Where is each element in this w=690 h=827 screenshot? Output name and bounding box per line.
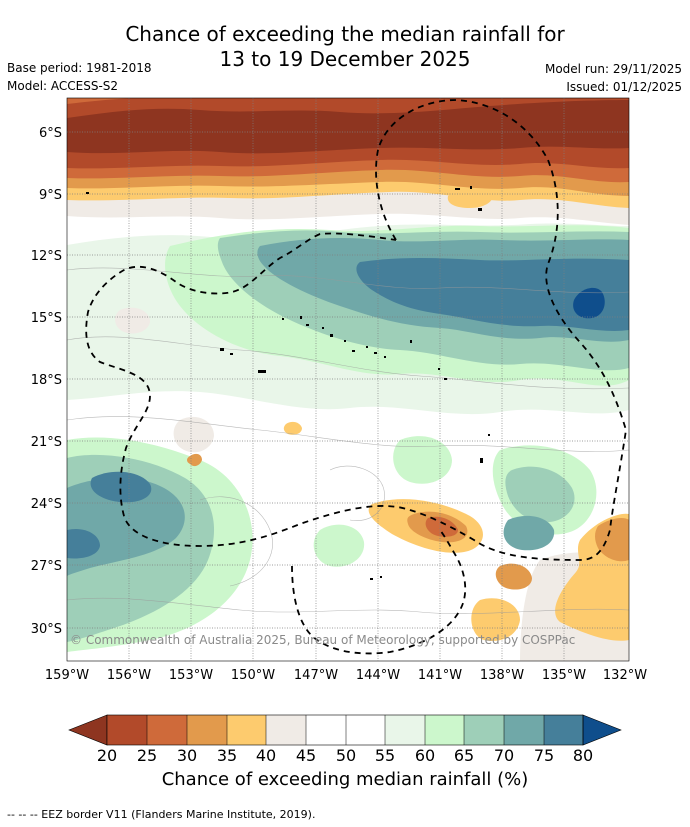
se-dry-30 [595, 518, 629, 562]
s-dry-25 [425, 516, 458, 537]
colorbar-tick: 55 [375, 746, 395, 765]
lon-label: 138°W [480, 668, 524, 683]
colorbar-seg [107, 715, 147, 745]
central-wet-patch [313, 524, 365, 567]
lat-label: 27°S [31, 559, 62, 574]
colorbar-high-arrow [582, 714, 622, 746]
lon-label: 132°W [603, 668, 647, 683]
lon-label: 141°W [418, 668, 462, 683]
islands [86, 186, 490, 580]
issued-text: Issued: 01/12/2025 [566, 80, 682, 94]
wet-core-above-80 [573, 287, 605, 319]
colorbar-tick: 25 [137, 746, 157, 765]
eez-borders [85, 99, 627, 655]
contour-lines [67, 267, 629, 615]
sw-wet-75-b [67, 528, 100, 559]
lat-label: 18°S [31, 373, 62, 388]
colorbar-tick: 45 [296, 746, 316, 765]
small-dry-patch-2 [173, 416, 214, 453]
colorbar-seg [227, 715, 266, 745]
colorbar-seg [306, 715, 346, 745]
central-wet-patch-b [393, 436, 452, 484]
eez-legend-text: -- -- -- EEZ border V11 (Flanders Marine… [7, 808, 316, 821]
colorbar-seg [464, 715, 504, 745]
sw-wet-75 [90, 471, 152, 503]
title-line-2: 13 to 19 December 2025 [219, 47, 471, 71]
colorbar-seg [544, 715, 583, 745]
model-run-text: Model run: 29/11/2025 [544, 62, 682, 76]
colorbar-tick: 20 [97, 746, 117, 765]
small-dry-patch-1 [115, 307, 150, 334]
colorbar-seg [266, 715, 306, 745]
lat-label: 21°S [31, 435, 62, 450]
lon-label: 147°W [294, 668, 338, 683]
colorbar-tick: 60 [415, 746, 435, 765]
colorbar-tick: 40 [256, 746, 276, 765]
model-text: Model: ACCESS-S2 [7, 79, 119, 93]
colorbar-seg [187, 715, 227, 745]
colorbar-tick: 65 [454, 746, 474, 765]
small-dry-patch-3 [283, 421, 302, 435]
colorbar-tick: 35 [217, 746, 237, 765]
lat-label: 30°S [31, 622, 62, 637]
map-title: Chance of exceeding the median rainfall … [0, 22, 690, 72]
colorbar-frame [106, 714, 584, 746]
lat-label: 12°S [31, 249, 62, 264]
dry-band-below-20 [67, 100, 629, 154]
se-dry-patch [495, 563, 532, 590]
colorbar-seg [147, 715, 187, 745]
colorbar-tick: 50 [336, 746, 356, 765]
colorbar-tick: 75 [534, 746, 554, 765]
meta-right: Model run: 29/11/2025 Issued: 01/12/2025 [545, 60, 682, 96]
map-frame [66, 97, 630, 662]
lon-label: 153°W [169, 668, 213, 683]
colorbar-seg [504, 715, 544, 745]
meta-left: Base period: 1981-2018 Model: ACCESS-S2 [7, 59, 152, 95]
colorbar-tick: 80 [573, 746, 593, 765]
lon-label: 144°W [356, 668, 400, 683]
se-wet-65 [505, 466, 575, 523]
lat-label: 9°S [39, 188, 62, 203]
map-area [67, 98, 629, 661]
grid-lines [67, 98, 629, 661]
colorbar-label: Chance of exceeding median rainfall (%) [161, 769, 529, 790]
lat-label: 24°S [31, 497, 62, 512]
lon-axis-labels: 159°W 156°W 153°W 150°W 147°W 144°W 141°… [45, 668, 647, 683]
lat-axis-labels: 6°S 9°S 12°S 15°S 18°S 21°S 24°S 27°S 30… [31, 126, 62, 637]
copyright-credit: © Commonwealth of Australia 2025, Bureau… [70, 633, 576, 647]
base-period-text: Base period: 1981-2018 [7, 61, 152, 75]
lat-label: 15°S [31, 311, 62, 326]
colorbar-seg [425, 715, 464, 745]
colorbar-seg [385, 715, 425, 745]
dry-patch-north-east [447, 188, 493, 208]
colorbar-seg [346, 715, 385, 745]
colorbar-tick: 70 [494, 746, 514, 765]
lon-label: 135°W [542, 668, 586, 683]
lon-label: 159°W [45, 668, 89, 683]
colorbar-tick: 30 [177, 746, 197, 765]
lon-label: 156°W [107, 668, 151, 683]
lat-label: 6°S [39, 126, 62, 141]
colorbar: 20 25 30 35 40 45 50 55 60 65 70 75 80 [68, 714, 622, 765]
wet-band-75 [356, 258, 629, 331]
title-line-1: Chance of exceeding the median rainfall … [125, 22, 565, 46]
se-wet-70 [503, 515, 555, 551]
colorbar-low-arrow [68, 714, 108, 746]
se-dry-patch-b [471, 598, 520, 642]
lon-label: 150°W [231, 668, 275, 683]
